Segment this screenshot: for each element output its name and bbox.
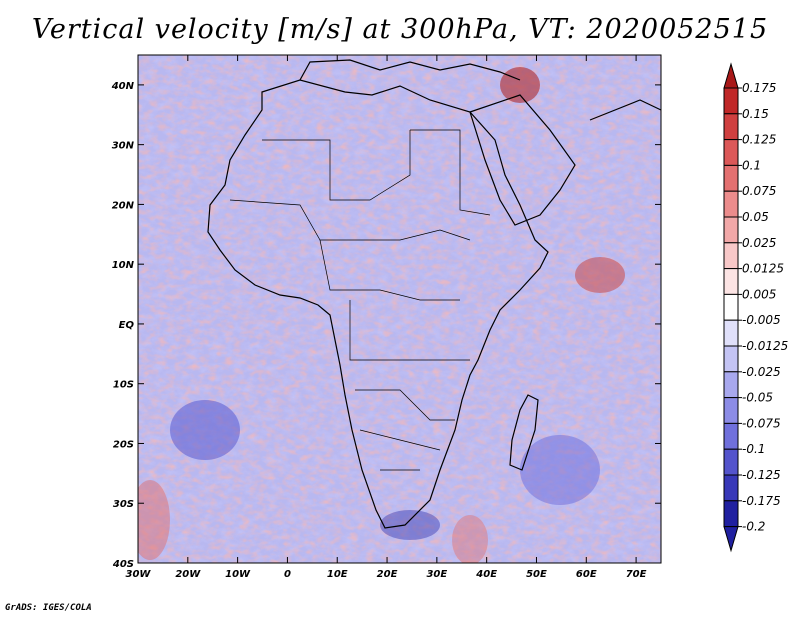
map-title: Vertical velocity [m/s] at 300hPa, VT: 2… (31, 14, 769, 45)
lon-tick-label: 10E (327, 569, 348, 580)
lon-tick-label: 60E (576, 569, 597, 580)
lat-tick-label: EQ (119, 320, 135, 331)
colorbar-swatch (723, 242, 739, 270)
country-borders (229, 129, 491, 471)
lon-tick-label: 50E (526, 569, 547, 580)
india-coast (589, 99, 662, 121)
colorbar-label: -0.0125 (742, 339, 788, 353)
lat-tick-label: 40S (112, 559, 134, 570)
convection-feature (575, 257, 625, 293)
map-frame (137, 54, 662, 564)
colorbar-swatch (723, 87, 739, 115)
colorbar-swatch (723, 397, 739, 424)
colorbar-label: -0.005 (742, 313, 781, 327)
colorbar-swatch (723, 190, 739, 218)
colorbar-label: 0.025 (742, 236, 776, 250)
lon-tick-label: 40E (475, 569, 497, 580)
lat-tick-label: 10S (113, 380, 134, 391)
lat-tick-label: 20S (113, 439, 134, 450)
colorbar-swatch (723, 319, 739, 347)
colorbar-bottom-arrow (723, 526, 739, 553)
colorbar-label: -0.075 (742, 416, 781, 430)
lat-tick-label: 30N (112, 141, 135, 152)
colorbar-swatch (723, 345, 739, 373)
longitude-ticks: 30W 20W 10W 0 10E 20E 30E 40E 50E 60E 70E (126, 55, 647, 580)
lat-tick-label: 10N (112, 260, 135, 271)
colorbar-label: 0.175 (742, 81, 776, 95)
colorbar-swatch (723, 164, 739, 192)
colorbar-label: -0.175 (742, 494, 781, 508)
colorbar-label: -0.05 (742, 391, 773, 405)
grads-credit: GrADS: IGES/COLA (5, 603, 92, 613)
colorbar-label: -0.025 (742, 365, 781, 379)
colorbar-swatch (723, 448, 739, 476)
colorbar-swatch (723, 216, 739, 244)
colorbar-top-arrow (723, 62, 739, 89)
colorbar-swatch (723, 422, 739, 450)
colorbar-label: -0.125 (742, 468, 781, 482)
velocity-field (138, 55, 661, 563)
low-pressure-feature (520, 435, 600, 505)
colorbar-label: 0.15 (742, 107, 769, 121)
africa-coastline (207, 79, 549, 529)
latitude-ticks: 40N 30N 20N 10N EQ 10S 20S 30S 40S (111, 81, 661, 570)
colorbar-swatch (723, 293, 739, 321)
lon-tick-label: 70E (626, 569, 647, 580)
colorbar-label: 0.1 (742, 158, 761, 172)
colorbar-label: 0.125 (742, 133, 776, 147)
lat-tick-label: 30S (113, 499, 134, 510)
colorbar-swatch (723, 474, 739, 502)
arabian-peninsula (469, 94, 576, 226)
lat-tick-label: 20N (112, 200, 135, 211)
europe-coast (299, 59, 521, 81)
colorbar: 0.175 0.15 0.125 0.1 0.075 0.05 0.025 0.0125 0.0… (723, 62, 788, 553)
lon-tick-label: 20W (175, 569, 201, 580)
cyclone-feature (170, 400, 240, 460)
colorbar-swatch (723, 500, 739, 528)
lon-tick-label: 30E (426, 569, 447, 580)
colorbar-swatch (723, 371, 739, 399)
colorbar-label: 0.05 (742, 210, 769, 224)
madagascar (509, 394, 539, 471)
coastlines (207, 59, 662, 529)
lon-tick-label: 30W (126, 569, 152, 580)
lon-tick-label: 10W (225, 569, 251, 580)
lon-tick-label: 0 (284, 569, 291, 580)
colorbar-label: 0.075 (742, 184, 776, 198)
colorbar-label: -0.2 (742, 520, 765, 534)
lon-tick-label: 20E (377, 569, 398, 580)
colorbar-swatch (723, 139, 739, 166)
colorbar-label: -0.1 (742, 442, 765, 456)
colorbar-swatch (723, 113, 739, 141)
colorbar-label: 0.0125 (742, 262, 784, 276)
colorbar-swatch (723, 268, 739, 295)
lat-tick-label: 40N (111, 81, 135, 92)
colorbar-label: 0.005 (742, 287, 776, 301)
